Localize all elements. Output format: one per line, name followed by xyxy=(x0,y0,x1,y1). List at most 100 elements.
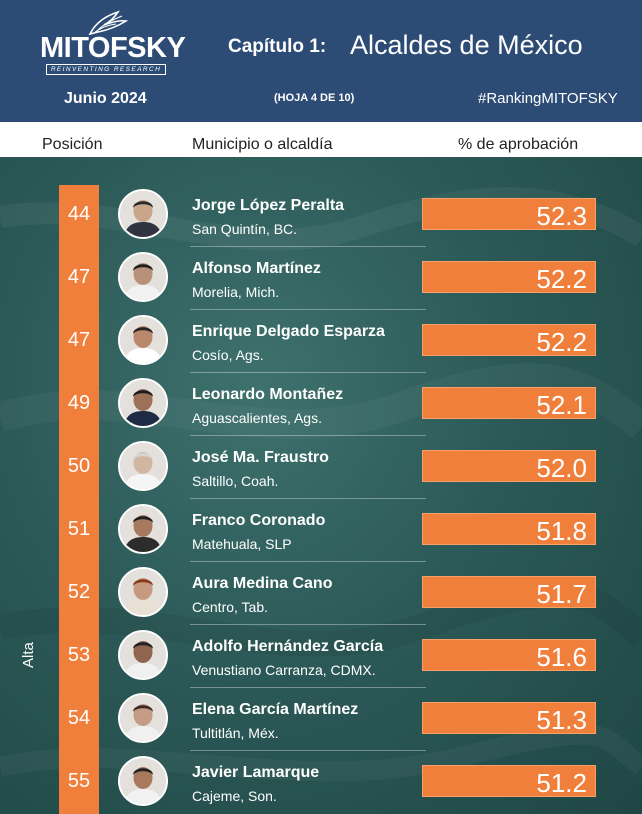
row-divider xyxy=(190,624,426,625)
table-row: 47 Enrique Delgado Esparza Cosío, Ags. 52.2 xyxy=(0,311,642,373)
rank-number: 52 xyxy=(67,581,91,603)
sheet-indicator: (HOJA 4 DE 10) xyxy=(274,92,355,104)
mayor-municipality: Saltillo, Coah. xyxy=(192,473,279,489)
table-row: 44 Jorge López Peralta San Quintín, BC. 52.… xyxy=(0,185,642,247)
approval-value: 52.0 xyxy=(536,453,587,483)
avatar xyxy=(118,252,168,302)
mayor-municipality: Matehuala, SLP xyxy=(192,536,292,552)
mayor-name: Javier Lamarque xyxy=(192,764,320,781)
rank-number: 47 xyxy=(67,329,91,351)
row-divider xyxy=(190,246,426,247)
mayor-municipality: San Quintín, BC. xyxy=(192,221,298,237)
person-portrait-icon xyxy=(120,569,166,615)
approval-value: 51.3 xyxy=(536,705,587,735)
rank-number: 49 xyxy=(67,392,91,414)
approval-bar: 52.2 xyxy=(422,324,596,357)
mayor-municipality: Morelia, Mich. xyxy=(192,284,280,300)
hashtag: #RankingMITOFSKY xyxy=(478,90,618,107)
approval-value: 52.3 xyxy=(536,201,587,231)
page-title: Alcaldes de México xyxy=(350,30,583,60)
logo-wordmark: MITOFSKY xyxy=(40,32,186,64)
approval-value: 52.1 xyxy=(536,390,587,420)
approval-value: 51.2 xyxy=(536,768,587,798)
rank-number: 55 xyxy=(67,770,91,792)
row-divider xyxy=(190,309,426,310)
row-divider xyxy=(190,498,426,499)
avatar xyxy=(118,315,168,365)
avatar xyxy=(118,567,168,617)
header-banner: MITOFSKY REINVENTING RESEARCH Capítulo 1… xyxy=(0,0,642,122)
approval-value: 52.2 xyxy=(536,264,587,294)
rank-number: 54 xyxy=(67,707,91,729)
rank-column-bar xyxy=(59,185,99,814)
avatar xyxy=(118,756,168,806)
avatar xyxy=(118,693,168,743)
column-header-approval: % de aprobación xyxy=(458,136,579,153)
person-portrait-icon xyxy=(120,506,166,552)
approval-bar: 52.0 xyxy=(422,450,596,483)
mayor-name: Aura Medina Cano xyxy=(192,575,333,592)
mayor-municipality: Cajeme, Son. xyxy=(192,788,277,804)
approval-bar: 51.7 xyxy=(422,576,596,609)
person-portrait-icon xyxy=(120,317,166,363)
mayor-municipality: Centro, Tab. xyxy=(192,599,269,615)
person-portrait-icon xyxy=(120,443,166,489)
row-divider xyxy=(190,750,426,751)
approval-value: 52.2 xyxy=(536,327,587,357)
mayor-municipality: Cosío, Ags. xyxy=(192,347,264,363)
approval-bar: 51.8 xyxy=(422,513,596,546)
person-portrait-icon xyxy=(120,191,166,237)
mayor-municipality: Aguascalientes, Ags. xyxy=(192,410,322,426)
table-row: 50 José Ma. Fraustro Saltillo, Coah. 52.0 xyxy=(0,437,642,499)
table-row: 52 Aura Medina Cano Centro, Tab. 51.7 xyxy=(0,563,642,625)
person-portrait-icon xyxy=(120,254,166,300)
avatar xyxy=(118,189,168,239)
column-header-municipality: Municipio o alcaldía xyxy=(192,136,333,153)
mayor-name: Adolfo Hernández García xyxy=(192,638,384,655)
column-header-position: Posición xyxy=(42,136,103,153)
mayor-name: José Ma. Fraustro xyxy=(192,449,329,466)
approval-bar: 51.6 xyxy=(422,639,596,672)
mayor-municipality: Tultitlán, Méx. xyxy=(192,725,279,741)
rank-number: 53 xyxy=(67,644,91,666)
row-divider xyxy=(190,372,426,373)
person-portrait-icon xyxy=(120,380,166,426)
mitofsky-logo: MITOFSKY REINVENTING RESEARCH xyxy=(40,8,186,78)
approval-bar: 51.2 xyxy=(422,765,596,798)
mayor-name: Leonardo Montañez xyxy=(192,386,344,403)
mayor-name: Alfonso Martínez xyxy=(192,260,321,277)
avatar xyxy=(118,504,168,554)
approval-value: 51.7 xyxy=(536,579,587,609)
avatar xyxy=(118,441,168,491)
mayor-name: Enrique Delgado Esparza xyxy=(192,323,385,340)
table-row: 51 Franco Coronado Matehuala, SLP 51.8 xyxy=(0,500,642,562)
person-portrait-icon xyxy=(120,632,166,678)
rank-number: 47 xyxy=(67,266,91,288)
rank-number: 51 xyxy=(67,518,91,540)
table-row: 53 Adolfo Hernández García Venustiano Carr… xyxy=(0,626,642,688)
logo-tagline: REINVENTING RESEARCH xyxy=(46,64,166,75)
mayor-name: Elena García Martínez xyxy=(192,701,359,718)
person-portrait-icon xyxy=(120,758,166,804)
mayor-name: Franco Coronado xyxy=(192,512,326,529)
report-date: Junio 2024 xyxy=(64,90,147,107)
avatar xyxy=(118,630,168,680)
approval-bar: 52.1 xyxy=(422,387,596,420)
mayor-municipality: Venustiano Carranza, CDMX. xyxy=(192,662,376,678)
person-portrait-icon xyxy=(120,695,166,741)
chapter-label: Capítulo 1: xyxy=(228,36,327,57)
rank-number: 44 xyxy=(67,203,91,225)
avatar xyxy=(118,378,168,428)
table-row: 47 Alfonso Martínez Morelia, Mich. 52.2 xyxy=(0,248,642,310)
approval-bar: 52.3 xyxy=(422,198,596,231)
rank-number: 50 xyxy=(67,455,91,477)
approval-bar: 51.3 xyxy=(422,702,596,735)
table-row: 55 Javier Lamarque Cajeme, Son. 51.2 xyxy=(0,752,642,814)
row-divider xyxy=(190,561,426,562)
table-row: 54 Elena García Martínez Tultitlán, Méx. 51… xyxy=(0,689,642,751)
row-divider xyxy=(190,687,426,688)
table-row: 49 Leonardo Montañez Aguascalientes, Ags. 5… xyxy=(0,374,642,436)
bird-icon xyxy=(88,10,129,36)
mayor-name: Jorge López Peralta xyxy=(192,197,345,214)
approval-value: 51.8 xyxy=(536,516,587,546)
